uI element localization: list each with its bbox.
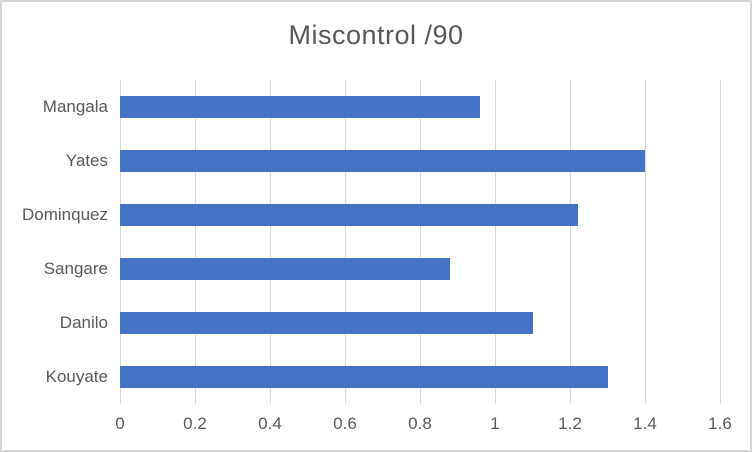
x-tick-label: 1.6 (708, 414, 732, 433)
gridline (195, 80, 196, 404)
gridline (645, 80, 646, 404)
bar-sangare (120, 258, 450, 280)
x-tick-label: 0 (115, 414, 125, 433)
category-label: Mangala (42, 97, 108, 116)
category-label: Dominquez (22, 205, 108, 224)
gridline (120, 80, 121, 404)
x-tick-label: 0.6 (333, 414, 357, 433)
x-tick-label: 1 (490, 414, 500, 433)
bar-dominquez (120, 204, 578, 226)
category-label: Yates (65, 151, 108, 170)
x-tick-label: 1.2 (558, 414, 582, 433)
x-tick-label: 0.8 (408, 414, 432, 433)
category-label: Sangare (43, 259, 108, 278)
gridline (420, 80, 421, 404)
category-label: Danilo (59, 313, 108, 332)
gridline (345, 80, 346, 404)
x-tick-label: 0.4 (258, 414, 282, 433)
bar-mangala (120, 96, 480, 118)
plot-area (120, 80, 721, 404)
gridline (495, 80, 496, 404)
x-tick-label: 1.4 (633, 414, 657, 433)
chart-title: Miscontrol /90 (288, 20, 464, 50)
category-label: Kouyate (45, 367, 108, 386)
bar-kouyate (120, 366, 608, 388)
bar-yates (120, 150, 645, 172)
x-tick-label: 0.2 (183, 414, 207, 433)
gridline (570, 80, 571, 404)
gridline (270, 80, 271, 404)
gridline (720, 80, 721, 404)
bar-danilo (120, 312, 533, 334)
